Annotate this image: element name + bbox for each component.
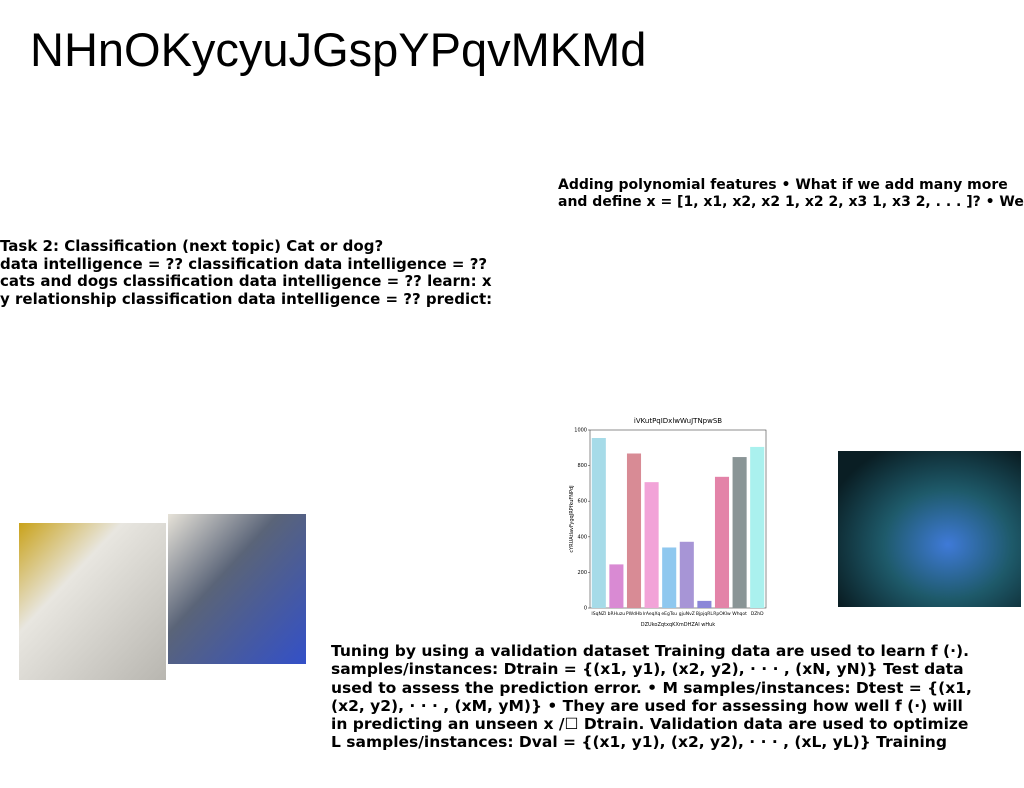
- slide-title: NHnOKycyuJGspYPqvMKMd: [30, 23, 647, 76]
- text-line: L samples/instances: Dval = {(x1, y1), (…: [331, 733, 947, 752]
- plot-frame: [589, 429, 767, 609]
- bar: [732, 457, 747, 608]
- x-tick-label: gjuNvZ: [679, 611, 695, 617]
- x-tick-label: bRHuzu: [608, 611, 626, 617]
- text-line: and define x = [1, x1, x2, x2 1, x2 2, x…: [558, 193, 1024, 210]
- x-axis-label: DZUkoZqtxqKXmDHZAI wHuk: [641, 622, 716, 628]
- x-tick-label: DZhD: [751, 611, 764, 617]
- y-tick-label: 400: [577, 534, 587, 540]
- bar: [697, 600, 712, 608]
- x-tick-label: BjpjqRL: [696, 611, 713, 617]
- chart-title: iVKutPqIDxlwWuJTNpwSB: [634, 417, 722, 425]
- x-tick-label: eEgTsu: [661, 611, 677, 617]
- text-line: Task 2: Classification (next topic) Cat …: [0, 237, 384, 255]
- bar: [714, 476, 730, 608]
- text-line: data intelligence = ?? classification da…: [0, 254, 488, 273]
- text-line: samples/instances: Dtrain = {(x1, y1), (…: [331, 660, 964, 679]
- y-tick-label: 800: [577, 463, 587, 469]
- text-line: Tuning by using a validation dataset Tra…: [331, 642, 969, 660]
- bar: [679, 541, 694, 608]
- y-tick-label: 0: [584, 606, 587, 612]
- photo-rocks: [168, 514, 306, 664]
- tuning-text: Tuning by using a validation dataset Tra…: [331, 642, 972, 752]
- bar: [750, 446, 765, 608]
- y-tick-label: 200: [577, 570, 587, 576]
- bar: [609, 564, 624, 608]
- poly-text: Adding polynomial features • What if we …: [558, 177, 1024, 210]
- x-tick-label: RpOKlw: [713, 611, 731, 617]
- text-line: in predicting an unseen x /☐ Dtrain. Val…: [331, 715, 969, 734]
- bar: [644, 482, 659, 608]
- photo-foliage: [838, 451, 1021, 607]
- bar: [662, 547, 677, 608]
- bar: [626, 453, 642, 608]
- bar-chart: iVKutPqIDxlwWuJTNpwSB DZUkoZqtxqKXmDHZAI…: [560, 412, 775, 634]
- x-tick-label: lrAeqXq: [643, 611, 661, 617]
- x-tick-label: Whqot: [732, 611, 747, 617]
- text-line: y relationship classification data intel…: [0, 290, 493, 309]
- text-line: (x2, y2), · · · , (xM, yM)} • They are u…: [331, 696, 963, 715]
- bar: [591, 438, 606, 608]
- task-text: Task 2: Classification (next topic) Cat …: [0, 237, 493, 309]
- photo-building: [19, 523, 166, 680]
- y-axis-label: cYRUAtlavFygqJRPfkuFNPdJ: [569, 485, 575, 552]
- x-tick-label: ISqNZl: [591, 611, 606, 617]
- text-line: Adding polynomial features • What if we …: [558, 177, 1008, 193]
- x-tick-label: PWdHb: [626, 611, 642, 617]
- text-line: used to assess the prediction error. • M…: [331, 678, 972, 697]
- y-tick-label: 600: [577, 499, 587, 505]
- y-tick-label: 1000: [574, 428, 587, 434]
- text-line: cats and dogs classification data intell…: [0, 272, 492, 291]
